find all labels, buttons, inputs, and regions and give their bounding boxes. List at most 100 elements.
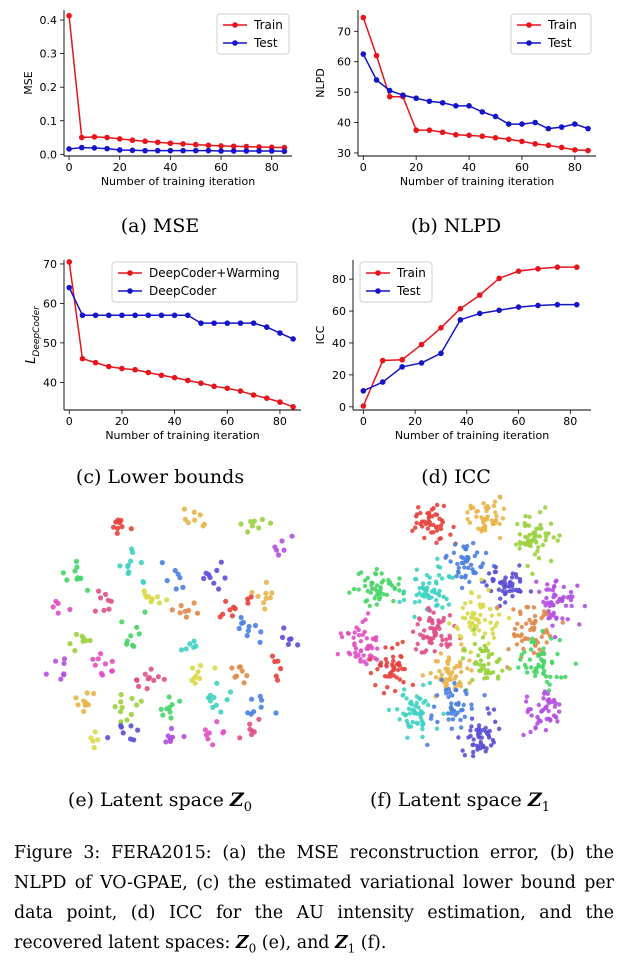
x-tick-label: 40 bbox=[163, 161, 177, 174]
scatter-point bbox=[524, 621, 529, 626]
scatter-point bbox=[460, 707, 465, 713]
scatter-point bbox=[456, 735, 461, 740]
scatter-point bbox=[476, 526, 481, 531]
scatter-point bbox=[67, 606, 73, 613]
subcaption-e: (e) Latent space Z0 bbox=[40, 789, 280, 815]
data-point bbox=[439, 129, 446, 136]
scatter-point bbox=[481, 744, 486, 749]
caption-text-2: (e), and bbox=[256, 933, 335, 953]
scatter-point bbox=[119, 524, 125, 530]
scatter-point bbox=[532, 538, 538, 543]
scatter-point bbox=[245, 529, 251, 535]
legend-marker bbox=[232, 40, 238, 46]
y-tick-label: 60 bbox=[337, 56, 351, 69]
scatter-point bbox=[236, 664, 242, 670]
chart-icc-svg: 0 20 40 60 80 0 20 40 60 80 Number of training ite… bbox=[314, 260, 591, 442]
scatter-point bbox=[535, 548, 540, 554]
scatter-point bbox=[436, 573, 442, 578]
x-tick-label: 0 bbox=[66, 161, 73, 174]
scatter-point bbox=[446, 574, 452, 579]
scatter-point bbox=[422, 628, 427, 633]
scatter-point bbox=[434, 597, 439, 603]
data-point bbox=[554, 301, 561, 308]
scatter-point bbox=[569, 603, 574, 609]
scatter-point bbox=[118, 723, 124, 729]
subcaption-f: (f) Latent space Z1 bbox=[340, 789, 580, 815]
scatter-point bbox=[460, 656, 466, 661]
scatter-point bbox=[459, 642, 464, 647]
scatter-point bbox=[486, 571, 492, 576]
scatter-point bbox=[425, 742, 430, 748]
scatter-point bbox=[433, 633, 438, 638]
data-point bbox=[184, 377, 191, 384]
y-axis-label: NLPD bbox=[314, 68, 327, 97]
data-point bbox=[515, 304, 522, 310]
scatter-point bbox=[105, 597, 111, 603]
data-point bbox=[438, 325, 444, 331]
scatter-point bbox=[554, 615, 559, 620]
scatter-point bbox=[109, 658, 115, 664]
scatter-point bbox=[67, 641, 73, 647]
scatter-point bbox=[465, 666, 470, 671]
scatter-point bbox=[482, 643, 487, 648]
scatter-point bbox=[356, 587, 361, 592]
scatter-point bbox=[381, 578, 386, 583]
subcaption-b: (b) NLPD bbox=[410, 215, 502, 237]
cluster bbox=[513, 505, 562, 576]
scatter-point bbox=[191, 600, 197, 606]
legend-marker bbox=[526, 40, 532, 46]
scatter-point bbox=[224, 697, 230, 703]
cluster bbox=[456, 706, 502, 759]
data-point bbox=[250, 320, 257, 326]
scatter-point bbox=[524, 665, 529, 670]
scatter-point bbox=[60, 570, 66, 576]
scatter-point bbox=[87, 637, 93, 644]
scatter-point bbox=[444, 596, 449, 602]
data-point bbox=[379, 357, 386, 364]
scatter-point bbox=[454, 574, 459, 579]
scatter-point bbox=[222, 575, 228, 581]
scatter-point bbox=[489, 613, 495, 618]
scatter-point bbox=[407, 711, 412, 716]
scatter-point bbox=[263, 595, 269, 601]
scatter-point bbox=[470, 567, 475, 572]
scatter-point bbox=[470, 610, 475, 616]
scatter-point bbox=[403, 713, 408, 718]
chart-lower-bounds-svg: 0 20 40 60 80 40 50 60 70 Number of training iter… bbox=[24, 258, 301, 442]
scatter-point bbox=[552, 704, 558, 709]
scatter-point bbox=[497, 521, 502, 526]
y-tick-label: 50 bbox=[337, 86, 351, 99]
scatter-point bbox=[112, 704, 118, 710]
scatter-point bbox=[141, 588, 147, 594]
scatter-point bbox=[529, 665, 534, 670]
scatter-point bbox=[424, 573, 430, 578]
scatter-point bbox=[146, 675, 152, 681]
scatter-point bbox=[368, 643, 373, 649]
cluster bbox=[269, 653, 284, 683]
scatter-point bbox=[383, 657, 388, 662]
scatter-point bbox=[369, 580, 374, 585]
x-tick-label: 20 bbox=[113, 161, 127, 174]
scatter-point bbox=[493, 518, 499, 523]
scatter-point bbox=[400, 639, 405, 645]
scatter-point bbox=[191, 509, 197, 515]
data-point bbox=[198, 380, 204, 386]
legend-label: Train bbox=[253, 18, 283, 32]
scatter-point bbox=[252, 622, 259, 629]
scatter-point bbox=[388, 670, 394, 675]
scatter-point bbox=[484, 746, 489, 751]
scatter-point bbox=[546, 708, 551, 714]
x-tick-label: 60 bbox=[214, 161, 228, 174]
scatter-point bbox=[347, 590, 352, 595]
scatter-point bbox=[368, 670, 374, 676]
scatter-point bbox=[570, 594, 575, 599]
scatter-point bbox=[441, 503, 447, 509]
series-line-1 bbox=[363, 303, 577, 392]
scatter-point bbox=[560, 616, 565, 621]
scatter-point bbox=[434, 540, 439, 545]
scatter-point bbox=[295, 642, 301, 648]
series-line-1 bbox=[68, 146, 285, 153]
scatter-point bbox=[421, 519, 427, 524]
scatter-point bbox=[421, 682, 426, 688]
scatter-point bbox=[478, 658, 484, 663]
